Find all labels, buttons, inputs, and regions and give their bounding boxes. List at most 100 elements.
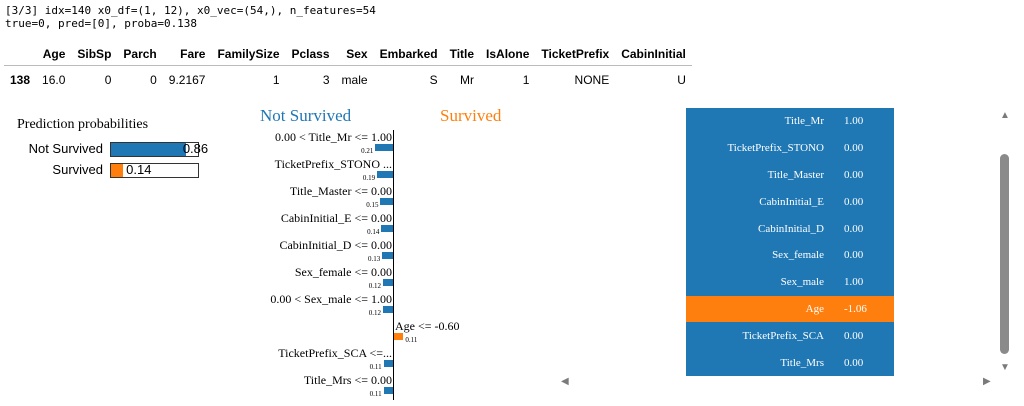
feature-name: TicketPrefix_STONO — [686, 134, 834, 162]
table-cell: Mr — [460, 73, 475, 87]
feature-name: CabinInitial_E — [686, 188, 834, 216]
horizontal-scrollbar[interactable]: ◀ ▶ — [555, 374, 995, 392]
feature-condition-label: Title_Mrs <= 0.00 — [303, 373, 392, 387]
probability-value: 0.14 — [126, 162, 152, 177]
table-cell: 3 — [322, 73, 330, 87]
feature-weight-value: 0.12 — [368, 309, 382, 317]
feature-weight-bar — [382, 306, 393, 313]
probability-bar-track — [110, 163, 199, 178]
feature-weight-bar — [382, 279, 393, 286]
table-cell: S — [429, 73, 438, 87]
scroll-right-icon[interactable]: ▶ — [983, 376, 991, 387]
feature-value-panel: Title_Mr 1.00 TicketPrefix_STONO 0.00 Title_… — [555, 104, 995, 394]
feature-condition-label: CabinInitial_D <= 0.00 — [279, 238, 392, 252]
table-cell: 0 — [150, 73, 157, 87]
column-header — [4, 44, 37, 66]
column-header: TicketPrefix — [535, 44, 616, 66]
feature-value-row: Title_Mr 1.00 — [686, 108, 894, 135]
feature-value: 0.00 — [834, 134, 894, 162]
dataframe-row: 138 16.0 0 0 9.2167 1 3 male S Mr 1 NONE U — [4, 66, 692, 94]
feature-weight-bar — [376, 171, 393, 178]
table-cell: NONE — [574, 73, 610, 87]
feature-value: 0.00 — [834, 188, 894, 216]
table-cell: 9.2167 — [168, 73, 206, 87]
table-cell: 16.0 — [42, 73, 66, 87]
feature-weight-value: 0.11 — [369, 390, 382, 398]
vertical-scroll-thumb[interactable] — [1000, 154, 1009, 354]
dataframe-table: Age SibSp Parch Fare FamilySize Pclass Sex Emba… — [4, 44, 692, 93]
feature-value: 0.00 — [834, 349, 894, 376]
table-cell: 1 — [522, 73, 530, 87]
column-header: Parch — [117, 44, 163, 66]
feature-value-row: TicketPrefix_SCA 0.00 — [686, 322, 894, 350]
feature-value-row: Sex_male 1.00 — [686, 268, 894, 296]
probability-label: Not Survived — [28, 141, 103, 156]
feature-weight-value: 0.11 — [369, 363, 382, 371]
column-header: Sex — [335, 44, 374, 66]
probability-bar-fill — [111, 143, 186, 156]
probability-bar-track — [110, 142, 199, 157]
feature-name: Sex_female — [686, 241, 834, 269]
feature-weight-value: 0.11 — [405, 336, 418, 344]
prediction-probabilities-title: Prediction probabilities — [17, 117, 149, 132]
feature-condition-label: Age <= -0.60 — [395, 319, 460, 333]
feature-value: 1.00 — [834, 108, 894, 135]
output-log: [3/3] idx=140 x0_df=(1, 12), x0_vec=(54,… — [5, 4, 376, 30]
feature-weight-bar — [381, 252, 393, 259]
feature-name: TicketPrefix_SCA — [686, 322, 834, 350]
column-header: Embarked — [373, 44, 444, 66]
feature-name: Title_Mr — [686, 108, 834, 135]
vertical-scrollbar[interactable]: ▲ ▼ — [996, 104, 1024, 382]
row-index: 138 — [10, 73, 31, 87]
feature-weight-bar — [383, 387, 393, 394]
probability-value: 0.86 — [182, 141, 209, 156]
feature-weight-bar — [394, 333, 404, 340]
feature-value: 0.00 — [834, 322, 894, 350]
feature-value: -1.06 — [834, 295, 894, 323]
feature-value-row: CabinInitial_D 0.00 — [686, 215, 894, 242]
table-cell: male — [341, 73, 368, 87]
column-header: Title — [443, 44, 481, 66]
scroll-down-icon[interactable]: ▼ — [1000, 362, 1010, 373]
feature-weight-value: 0.19 — [362, 174, 376, 182]
probability-bar-fill — [111, 164, 124, 177]
feature-weight-bar — [380, 198, 393, 205]
feature-weight-value: 0.12 — [368, 282, 382, 290]
feature-name: Age — [686, 295, 834, 323]
feature-weight-value: 0.21 — [361, 147, 374, 155]
feature-condition-label: 0.00 < Sex_male <= 1.00 — [270, 292, 392, 306]
feature-value-row: CabinInitial_E 0.00 — [686, 188, 894, 216]
feature-condition-label: TicketPrefix_SCA <=... — [278, 346, 392, 360]
scroll-left-icon[interactable]: ◀ — [561, 376, 569, 387]
column-header: Fare — [162, 44, 212, 66]
feature-value-row: TicketPrefix_STONO 0.00 — [686, 134, 894, 162]
feature-weight-bar — [381, 225, 393, 232]
feature-value-row: Sex_female 0.00 — [686, 241, 894, 269]
probability-label: Survived — [52, 162, 103, 177]
column-header: SibSp — [71, 44, 118, 66]
feature-condition-label: TicketPrefix_STONO ... — [274, 157, 392, 171]
column-header: CabinInitial — [615, 44, 692, 66]
feature-value-row: Age -1.06 — [686, 295, 894, 323]
log-line-1: [3/3] idx=140 x0_df=(1, 12), x0_vec=(54,… — [5, 4, 376, 17]
feature-condition-label: Sex_female <= 0.00 — [294, 265, 392, 279]
feature-value-row: Title_Master 0.00 — [686, 161, 894, 189]
feature-name: CabinInitial_D — [686, 215, 834, 242]
column-header: FamilySize — [211, 44, 286, 66]
explanation-axis — [393, 130, 394, 400]
table-cell: 0 — [104, 73, 112, 87]
column-header: IsAlone — [480, 44, 536, 66]
feature-weight-bar — [375, 144, 393, 151]
scroll-up-icon[interactable]: ▲ — [1000, 110, 1010, 121]
column-header: Age — [36, 44, 72, 66]
column-header: Pclass — [285, 44, 336, 66]
feature-value: 0.00 — [834, 241, 894, 269]
feature-name: Title_Mrs — [686, 349, 834, 376]
feature-value: 0.00 — [834, 161, 894, 189]
feature-name: Sex_male — [686, 268, 834, 296]
table-cell: U — [677, 73, 686, 87]
feature-weight-bar — [383, 360, 393, 367]
feature-weight-value: 0.13 — [367, 255, 381, 263]
feature-value: 1.00 — [834, 268, 894, 296]
feature-name: Title_Master — [686, 161, 834, 189]
